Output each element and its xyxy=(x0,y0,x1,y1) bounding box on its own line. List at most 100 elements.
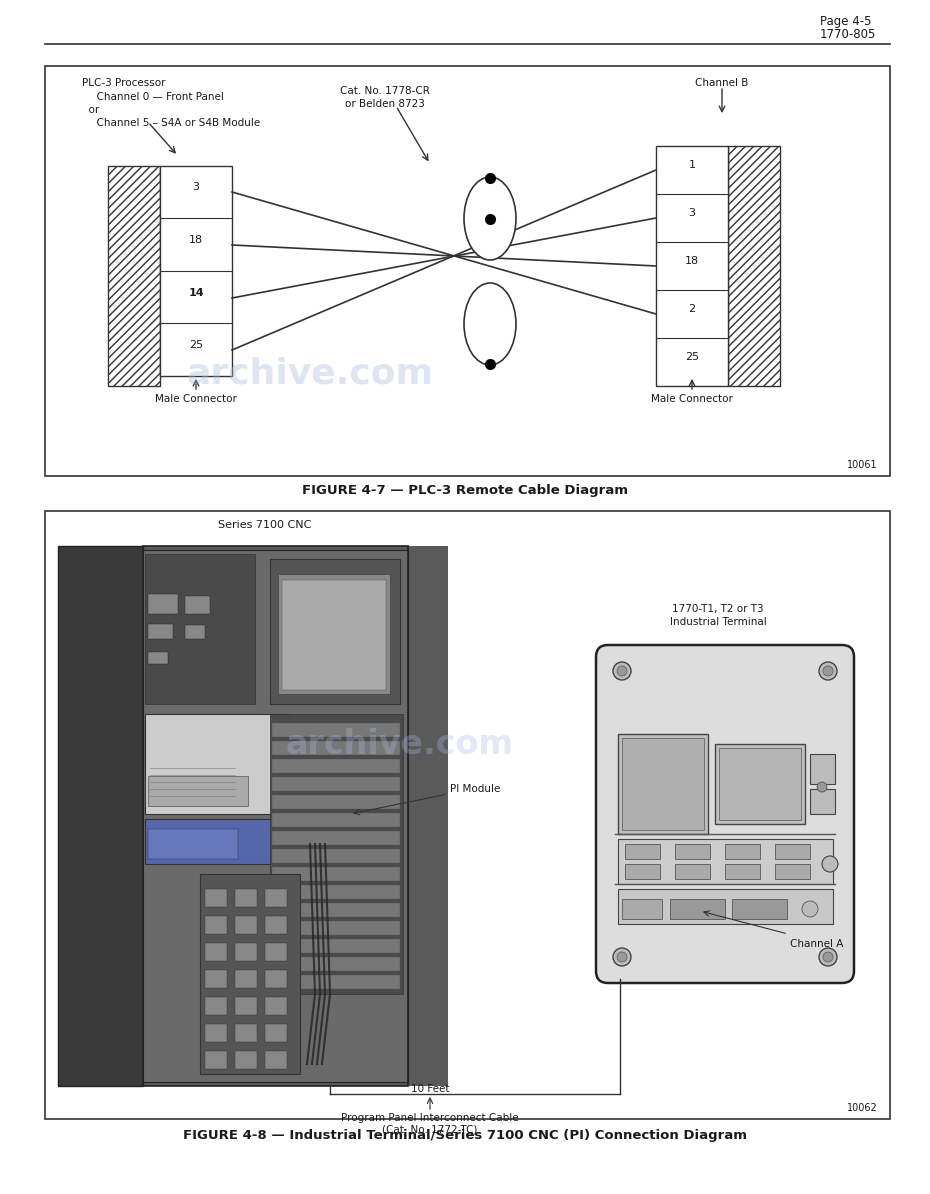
Bar xyxy=(235,916,257,934)
Bar xyxy=(272,777,400,790)
Bar xyxy=(715,744,805,824)
Bar xyxy=(272,795,400,810)
Bar xyxy=(675,844,710,858)
Bar xyxy=(205,970,227,987)
Circle shape xyxy=(613,948,631,966)
Bar xyxy=(205,890,227,907)
Circle shape xyxy=(617,952,627,962)
Text: Industrial Terminal: Industrial Terminal xyxy=(670,617,766,627)
Text: 25: 25 xyxy=(684,352,699,362)
Bar xyxy=(235,1024,257,1042)
Bar xyxy=(265,890,287,907)
Bar xyxy=(728,146,780,386)
Bar xyxy=(622,899,662,919)
Bar xyxy=(272,975,400,989)
Text: archive.com: archive.com xyxy=(286,727,514,761)
Bar xyxy=(235,943,257,961)
Bar xyxy=(625,864,660,879)
Bar xyxy=(270,714,403,993)
Bar xyxy=(622,738,704,830)
Bar xyxy=(272,741,400,755)
Text: Series 7100 CNC: Series 7100 CNC xyxy=(219,521,312,530)
Text: Male Connector: Male Connector xyxy=(155,394,237,404)
Bar xyxy=(775,844,810,858)
Bar xyxy=(58,546,448,1087)
Bar xyxy=(205,1051,227,1069)
Bar xyxy=(45,511,890,1119)
Text: PLC-3 Processor: PLC-3 Processor xyxy=(82,78,166,88)
Circle shape xyxy=(819,948,837,966)
Bar xyxy=(670,899,725,919)
Bar xyxy=(143,550,408,1082)
Text: 14: 14 xyxy=(188,288,204,298)
Text: 18: 18 xyxy=(189,235,203,245)
Bar xyxy=(272,813,400,827)
Text: (Cat. No. 1772-TC): (Cat. No. 1772-TC) xyxy=(382,1124,478,1134)
Bar xyxy=(282,580,386,690)
Bar xyxy=(58,546,143,1087)
Bar xyxy=(145,714,290,814)
Bar xyxy=(143,546,408,1087)
Text: Channel 5 – S4A or S4B Module: Channel 5 – S4A or S4B Module xyxy=(90,118,260,128)
Circle shape xyxy=(823,952,833,962)
Bar xyxy=(235,890,257,907)
Bar xyxy=(108,166,160,386)
Bar xyxy=(235,997,257,1015)
Circle shape xyxy=(822,856,838,872)
Bar xyxy=(618,890,833,924)
Bar xyxy=(235,1051,257,1069)
Text: 10062: 10062 xyxy=(847,1103,878,1113)
Bar xyxy=(265,1024,287,1042)
Text: 3: 3 xyxy=(688,208,696,219)
Text: 18: 18 xyxy=(684,256,699,266)
Bar xyxy=(148,776,248,806)
Bar xyxy=(235,970,257,987)
Text: 10061: 10061 xyxy=(847,460,878,470)
Text: FIGURE 4-8 — Industrial Terminal/Series 7100 CNC (PI) Connection Diagram: FIGURE 4-8 — Industrial Terminal/Series … xyxy=(183,1130,747,1141)
Bar xyxy=(272,849,400,863)
Bar xyxy=(148,624,173,639)
Text: FIGURE 4-7 — PLC-3 Remote Cable Diagram: FIGURE 4-7 — PLC-3 Remote Cable Diagram xyxy=(302,484,628,497)
Bar xyxy=(272,938,400,953)
Text: Male Connector: Male Connector xyxy=(651,394,733,404)
Circle shape xyxy=(817,782,827,792)
Ellipse shape xyxy=(464,177,516,260)
Text: Channel A: Channel A xyxy=(790,938,844,949)
Bar xyxy=(810,789,835,814)
Text: 25: 25 xyxy=(189,340,203,350)
Bar xyxy=(272,958,400,971)
Bar xyxy=(205,997,227,1015)
Bar xyxy=(272,921,400,935)
Text: 1770-T1, T2 or T3: 1770-T1, T2 or T3 xyxy=(672,604,764,614)
Bar xyxy=(205,1024,227,1042)
Bar xyxy=(625,844,660,858)
Text: 2: 2 xyxy=(688,304,696,314)
Circle shape xyxy=(819,661,837,681)
Circle shape xyxy=(802,901,818,917)
Bar xyxy=(200,874,300,1073)
Bar xyxy=(145,554,255,704)
Circle shape xyxy=(823,666,833,676)
Bar xyxy=(618,734,708,833)
Bar xyxy=(272,867,400,881)
Bar xyxy=(272,885,400,899)
Circle shape xyxy=(617,666,627,676)
Text: 10 Feet: 10 Feet xyxy=(411,1084,449,1094)
Bar xyxy=(148,593,178,614)
Bar xyxy=(265,1051,287,1069)
Bar xyxy=(145,819,275,864)
Text: PI Module: PI Module xyxy=(450,784,500,794)
Bar xyxy=(675,864,710,879)
Bar xyxy=(148,829,238,858)
Text: archive.com: archive.com xyxy=(186,357,433,390)
Bar xyxy=(185,624,205,639)
Circle shape xyxy=(613,661,631,681)
Bar xyxy=(148,652,168,664)
Text: 3: 3 xyxy=(193,181,200,192)
Bar xyxy=(618,839,833,884)
Bar xyxy=(732,899,787,919)
Text: Cat. No. 1778-CR: Cat. No. 1778-CR xyxy=(340,86,430,96)
Bar xyxy=(775,864,810,879)
Text: Channel 0 — Front Panel: Channel 0 — Front Panel xyxy=(90,92,224,101)
Bar xyxy=(265,970,287,987)
